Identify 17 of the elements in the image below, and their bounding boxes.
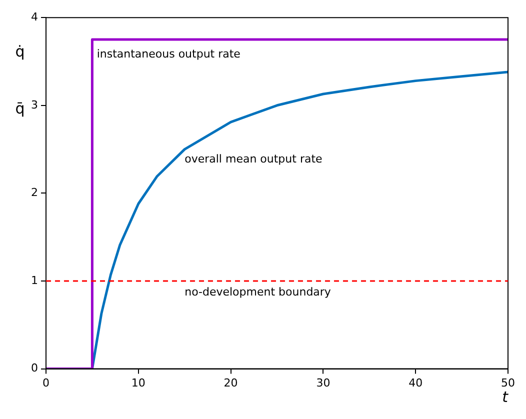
- ref-line-label: no-development boundary: [184, 285, 332, 298]
- y-tick-label: 1: [31, 274, 38, 287]
- text: q̇: [15, 42, 25, 61]
- x-tick-label: 0: [42, 376, 50, 390]
- x-tick-label: 40: [408, 376, 423, 390]
- x-tick-label: 30: [316, 376, 330, 390]
- y-tick-label: 2: [31, 186, 38, 200]
- x-axis-title: t: [502, 388, 510, 406]
- x-tick-label: 20: [224, 376, 238, 390]
- y-tick-label: 3: [31, 98, 38, 112]
- series-label: overall mean output rate: [184, 152, 323, 166]
- series-label: instantaneous output rate: [96, 47, 241, 60]
- text: q̄: [15, 100, 25, 118]
- x-tick-label: 10: [131, 376, 146, 390]
- y-tick-label: 0: [31, 362, 38, 375]
- x-tick-label: 50: [501, 376, 515, 390]
- y-tick-label: 4: [31, 10, 38, 24]
